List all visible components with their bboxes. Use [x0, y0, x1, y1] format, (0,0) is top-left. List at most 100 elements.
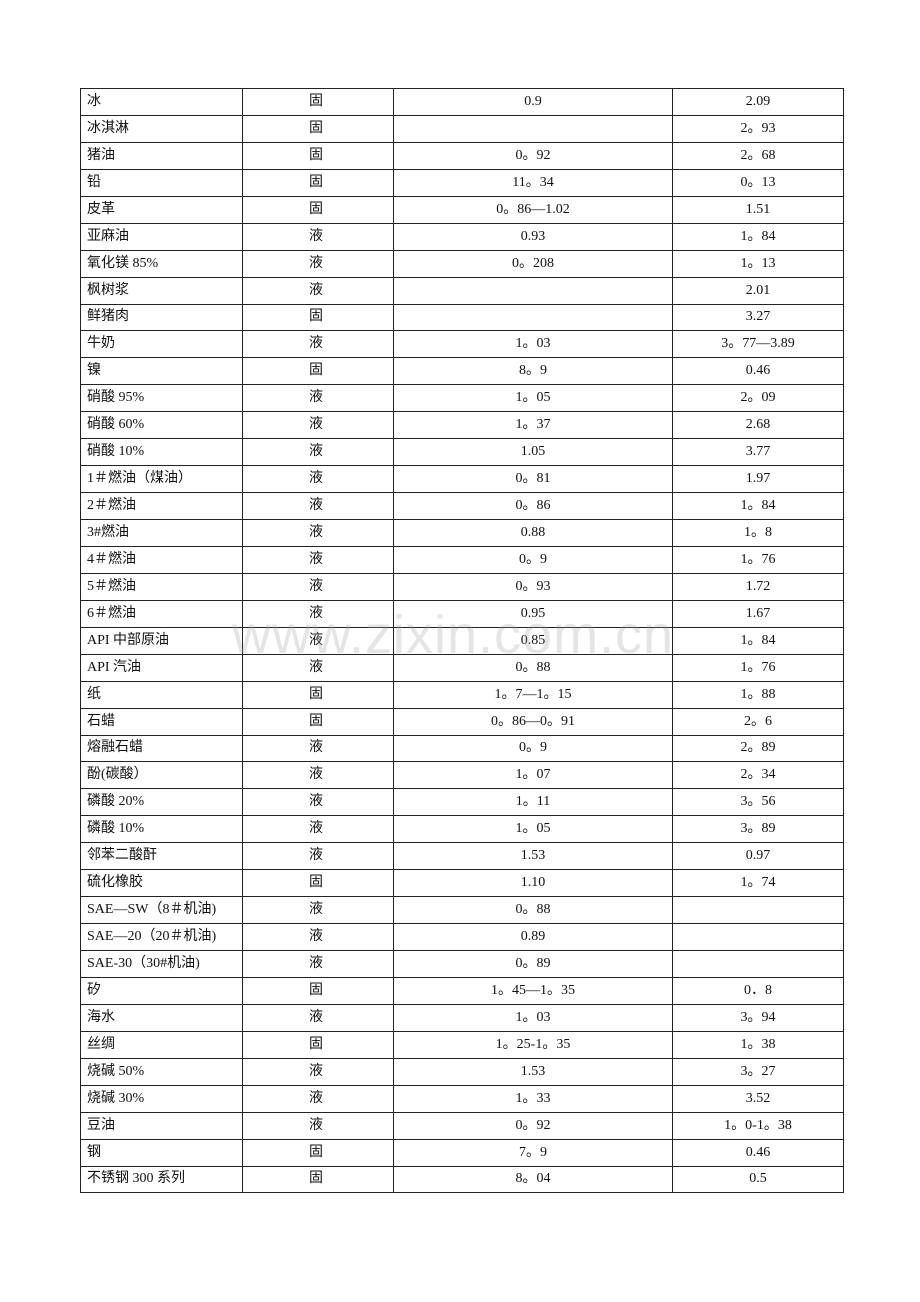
specific-heat-cell: 2.01: [672, 276, 844, 305]
state-cell: 液: [242, 734, 394, 763]
density-cell: 0。86—0。91: [393, 707, 673, 736]
specific-heat-cell: [672, 950, 844, 978]
density-cell: 1。05: [393, 384, 673, 413]
material-name-cell: SAE-30（30#机油): [80, 950, 243, 978]
state-cell: 固: [242, 195, 394, 224]
material-name-cell: 牛奶: [80, 330, 243, 359]
material-name-cell: 亚麻油: [80, 222, 243, 251]
specific-heat-cell: 0.46: [672, 1138, 844, 1167]
state-cell: 液: [242, 626, 394, 655]
density-cell: 0。86—1.02: [393, 195, 673, 224]
specific-heat-cell: 1.67: [672, 599, 844, 628]
table-row: 4＃燃油液 0。9 1。76: [80, 545, 844, 574]
table-row: 纸固 1。7—1。15 1。88: [80, 680, 844, 709]
specific-heat-cell: 2.09: [672, 88, 844, 116]
material-name-cell: 烧碱 50%: [80, 1057, 243, 1086]
density-cell: 0。9: [393, 545, 673, 574]
material-name-cell: 磷酸 10%: [80, 815, 243, 844]
density-cell: 0.93: [393, 222, 673, 251]
material-name-cell: 4＃燃油: [80, 545, 243, 574]
state-cell: 液: [242, 222, 394, 251]
specific-heat-cell: 0．8: [672, 976, 844, 1005]
specific-heat-cell: 2。6: [672, 707, 844, 736]
material-name-cell: 铅: [80, 168, 243, 197]
table-row: 硫化橡胶固 1.10 1。74: [80, 869, 844, 898]
density-cell: 1。05: [393, 815, 673, 844]
specific-heat-cell: 3。94: [672, 1003, 844, 1032]
specific-heat-cell: [672, 923, 844, 951]
material-name-cell: 鲜猪肉: [80, 303, 243, 332]
state-cell: 固: [242, 976, 394, 1005]
density-cell: 1.05: [393, 438, 673, 467]
material-name-cell: 钢: [80, 1138, 243, 1167]
table-row: 6＃燃油液 0.95 1.67: [80, 599, 844, 628]
material-name-cell: 枫树浆: [80, 276, 243, 305]
material-name-cell: 1＃燃油（煤油）: [80, 465, 243, 494]
specific-heat-cell: 1.51: [672, 195, 844, 224]
specific-heat-cell: 3。89: [672, 815, 844, 844]
material-name-cell: 硝酸 95%: [80, 384, 243, 413]
density-cell: [393, 114, 673, 143]
state-cell: 液: [242, 896, 394, 925]
table-row: 磷酸 20% 液 1。11 3。56: [80, 788, 844, 817]
table-row: 海水液 1。03 3。94: [80, 1003, 844, 1032]
table-row: 硝酸 95% 液 1。05 2。09: [80, 384, 844, 413]
material-name-cell: 邻苯二酸酐: [80, 842, 243, 871]
specific-heat-cell: [672, 896, 844, 925]
table-row: 硝酸 10% 液 1.05 3.77: [80, 438, 844, 467]
state-cell: 固: [242, 680, 394, 709]
state-cell: 液: [242, 249, 394, 278]
state-cell: 固: [242, 141, 394, 170]
density-cell: 11。34: [393, 168, 673, 197]
specific-heat-cell: 0。13: [672, 168, 844, 197]
material-name-cell: 皮革: [80, 195, 243, 224]
material-name-cell: 3#燃油: [80, 519, 243, 547]
specific-heat-cell: 3。27: [672, 1057, 844, 1086]
table-row: 邻苯二酸酐液 1.53 0.97: [80, 842, 844, 871]
density-cell: 1。03: [393, 1003, 673, 1032]
table-row: 钢固 7。9 0.46: [80, 1138, 844, 1167]
material-name-cell: 氧化镁 85%: [80, 249, 243, 278]
state-cell: 固: [242, 707, 394, 736]
density-cell: 0。89: [393, 950, 673, 978]
table-row: 氧化镁 85% 液 0。208 1。13: [80, 249, 844, 278]
table-row: SAE—20（20＃机油) 液 0.89: [80, 923, 844, 951]
material-name-cell: API 中部原油: [80, 626, 243, 655]
material-name-cell: 磷酸 20%: [80, 788, 243, 817]
table-row: 熔融石蜡液 0。9 2。89: [80, 734, 844, 763]
state-cell: 液: [242, 384, 394, 413]
state-cell: 液: [242, 923, 394, 951]
state-cell: 固: [242, 168, 394, 197]
material-name-cell: 冰: [80, 88, 243, 116]
density-cell: 0。81: [393, 465, 673, 494]
state-cell: 液: [242, 519, 394, 547]
table-row: 丝绸固 1。25-1。35 1。38: [80, 1030, 844, 1059]
state-cell: 液: [242, 1057, 394, 1086]
material-name-cell: SAE—SW（8＃机油): [80, 896, 243, 925]
specific-heat-cell: 1。8: [672, 519, 844, 547]
specific-heat-cell: 1。88: [672, 680, 844, 709]
density-cell: 0。9: [393, 734, 673, 763]
table-row: 烧碱 30% 液 1。33 3.52: [80, 1084, 844, 1113]
table-row: 枫树浆液 2.01: [80, 276, 844, 305]
state-cell: 液: [242, 761, 394, 790]
specific-heat-cell: 1。76: [672, 653, 844, 682]
state-cell: 液: [242, 572, 394, 601]
density-cell: 1。03: [393, 330, 673, 359]
material-name-cell: 硝酸 60%: [80, 411, 243, 440]
state-cell: 液: [242, 438, 394, 467]
state-cell: 液: [242, 276, 394, 305]
table-row: SAE—SW（8＃机油) 液 0。88: [80, 896, 844, 925]
specific-heat-cell: 2。68: [672, 141, 844, 170]
table-row: API 中部原油液 0.85 1。84: [80, 626, 844, 655]
density-cell: 0。88: [393, 653, 673, 682]
specific-heat-cell: 1。84: [672, 222, 844, 251]
table-row: 猪油固 0。92 2。68: [80, 141, 844, 170]
density-cell: 0.89: [393, 923, 673, 951]
table-row: 5＃燃油液 0。93 1.72: [80, 572, 844, 601]
density-cell: 0。208: [393, 249, 673, 278]
table-row: 镍固 8。9 0.46: [80, 357, 844, 386]
state-cell: 液: [242, 411, 394, 440]
material-name-cell: 矽: [80, 976, 243, 1005]
specific-heat-cell: 3.52: [672, 1084, 844, 1113]
